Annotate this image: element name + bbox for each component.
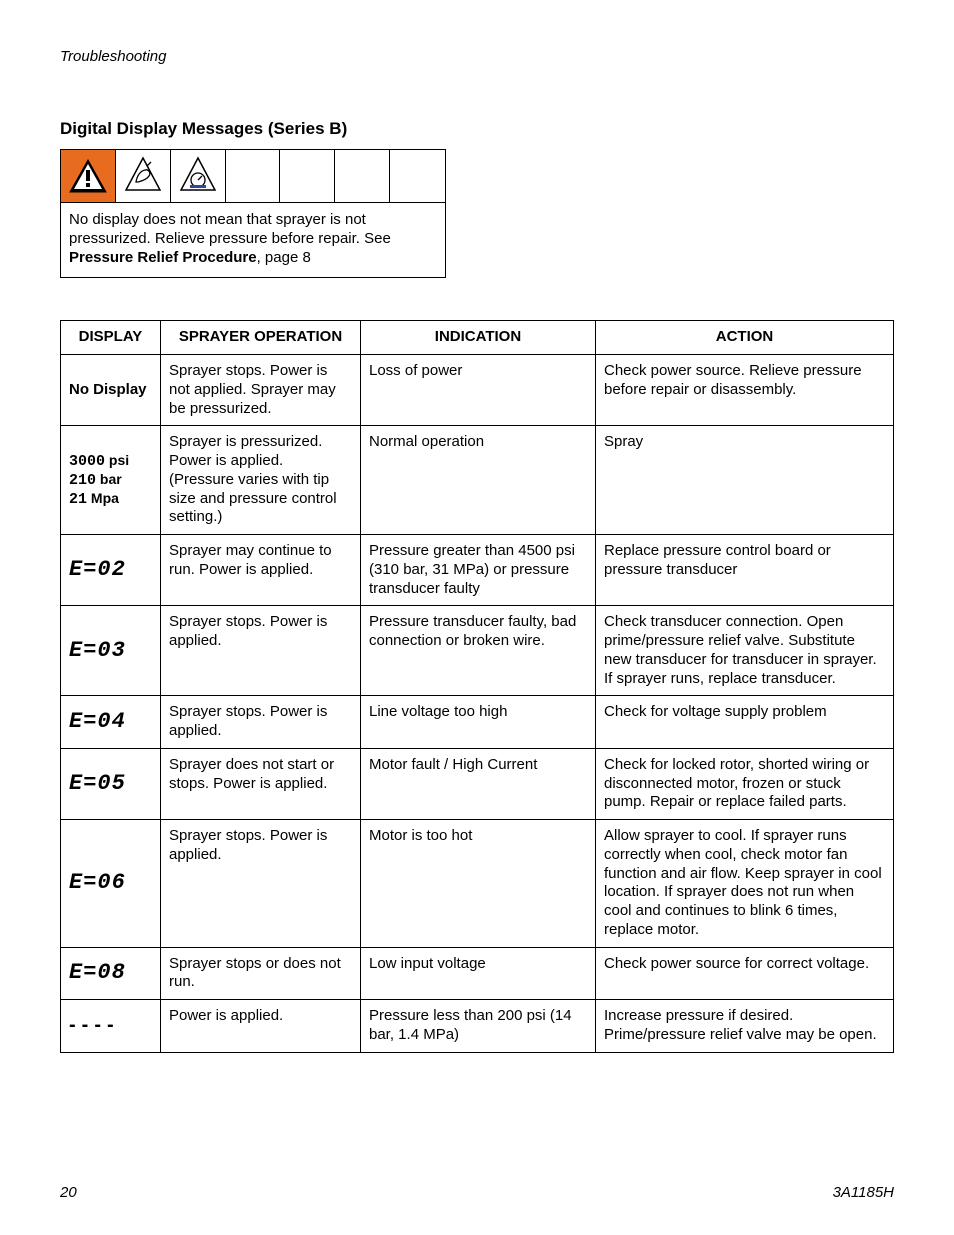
col-header-display: DISPLAY	[61, 321, 161, 355]
warning-icon-row	[61, 150, 445, 203]
action-cell: Spray	[596, 426, 894, 535]
pressure-relief-icon-cell	[171, 150, 226, 202]
display-cell: ----	[61, 1000, 161, 1053]
table-row: E=04 Sprayer stops. Power is applied.Line…	[61, 696, 894, 749]
table-header-row: DISPLAY SPRAYER OPERATION INDICATION ACT…	[61, 321, 894, 355]
action-cell: Check for voltage supply problem	[596, 696, 894, 749]
table-row: 3000 psi210 bar21 MpaSprayer is pressuri…	[61, 426, 894, 535]
display-cell: 3000 psi210 bar21 Mpa	[61, 426, 161, 535]
operation-cell: Sprayer stops. Power is applied.	[161, 696, 361, 749]
document-id: 3A1185H	[833, 1184, 894, 1201]
table-row: E=03 Sprayer stops. Power is applied.Pres…	[61, 606, 894, 696]
display-cell: E=04	[61, 696, 161, 749]
dash-code: ----	[69, 1014, 120, 1036]
error-codes-table: DISPLAY SPRAYER OPERATION INDICATION ACT…	[60, 320, 894, 1052]
seven-segment-code: E=08	[69, 960, 126, 985]
empty-icon-cell-1	[226, 150, 281, 202]
operation-cell: Sprayer stops or does not run.	[161, 947, 361, 1000]
warning-icon-cell	[61, 150, 116, 202]
action-cell: Increase pressure if desired. Prime/pres…	[596, 1000, 894, 1053]
injection-hazard-icon-cell	[116, 150, 171, 202]
display-cell: No Display	[61, 355, 161, 426]
indication-cell: Loss of power	[361, 355, 596, 426]
action-cell: Replace pressure control board or pressu…	[596, 535, 894, 606]
warning-text-tail: , page 8	[257, 249, 311, 266]
display-cell: E=03	[61, 606, 161, 696]
indication-cell: Line voltage too high	[361, 696, 596, 749]
table-row: E=06 Sprayer stops. Power is applied.Moto…	[61, 820, 894, 948]
col-header-action: ACTION	[596, 321, 894, 355]
display-cell: E=06	[61, 820, 161, 948]
warning-text-body: No display does not mean that sprayer is…	[69, 211, 391, 247]
seven-segment-code: E=04	[69, 709, 126, 734]
operation-cell: Power is applied.	[161, 1000, 361, 1053]
action-cell: Check power source. Relieve pressure bef…	[596, 355, 894, 426]
injection-hazard-icon	[122, 156, 164, 196]
psi-line: 21 Mpa	[69, 490, 152, 509]
operation-cell: Sprayer stops. Power is not applied. Spr…	[161, 355, 361, 426]
empty-icon-cell-2	[280, 150, 335, 202]
indication-cell: Motor fault / High Current	[361, 748, 596, 819]
psi-unit: Mpa	[87, 490, 119, 506]
action-cell: Check power source for correct voltage.	[596, 947, 894, 1000]
seven-segment-code: E=02	[69, 557, 126, 582]
operation-cell: Sprayer does not start or stops. Power i…	[161, 748, 361, 819]
table-row: E=02 Sprayer may continue to run. Power i…	[61, 535, 894, 606]
page: Troubleshooting Digital Display Messages…	[0, 0, 954, 1235]
empty-icon-cell-4	[390, 150, 445, 202]
section-title: Digital Display Messages (Series B)	[60, 119, 894, 139]
warning-text-bold: Pressure Relief Procedure	[69, 249, 257, 266]
indication-cell: Pressure greater than 4500 psi (310 bar,…	[361, 535, 596, 606]
psi-unit: bar	[96, 471, 122, 487]
indication-cell: Pressure transducer faulty, bad connecti…	[361, 606, 596, 696]
psi-line: 3000 psi	[69, 452, 152, 471]
psi-value: 21	[69, 491, 87, 508]
table-row: E=05 Sprayer does not start or stops. Pow…	[61, 748, 894, 819]
indication-cell: Normal operation	[361, 426, 596, 535]
operation-cell: Sprayer stops. Power is applied.	[161, 820, 361, 948]
warning-text: No display does not mean that sprayer is…	[61, 203, 445, 277]
action-cell: Check transducer connection. Open prime/…	[596, 606, 894, 696]
display-cell: E=08	[61, 947, 161, 1000]
warning-box: No display does not mean that sprayer is…	[60, 149, 446, 278]
table-row: E=08 Sprayer stops or does not run.Low in…	[61, 947, 894, 1000]
table-row: No DisplaySprayer stops. Power is not ap…	[61, 355, 894, 426]
display-cell: E=02	[61, 535, 161, 606]
indication-cell: Low input voltage	[361, 947, 596, 1000]
action-cell: Allow sprayer to cool. If sprayer runs c…	[596, 820, 894, 948]
empty-icon-cell-3	[335, 150, 390, 202]
psi-unit: psi	[105, 452, 129, 468]
psi-value: 210	[69, 472, 96, 489]
page-footer: 20 3A1185H	[60, 1184, 894, 1201]
psi-line: 210 bar	[69, 471, 152, 490]
col-header-operation: SPRAYER OPERATION	[161, 321, 361, 355]
seven-segment-code: E=03	[69, 638, 126, 663]
page-number: 20	[60, 1184, 77, 1201]
indication-cell: Motor is too hot	[361, 820, 596, 948]
indication-cell: Pressure less than 200 psi (14 bar, 1.4 …	[361, 1000, 596, 1053]
warning-triangle-icon	[67, 157, 109, 195]
operation-cell: Sprayer is pressurized. Power is applied…	[161, 426, 361, 535]
display-cell: E=05	[61, 748, 161, 819]
operation-cell: Sprayer stops. Power is applied.	[161, 606, 361, 696]
table-row: ---- Power is applied.Pressure less than …	[61, 1000, 894, 1053]
operation-cell: Sprayer may continue to run. Power is ap…	[161, 535, 361, 606]
col-header-indication: INDICATION	[361, 321, 596, 355]
pressure-relief-icon	[177, 156, 219, 196]
seven-segment-code: E=06	[69, 870, 126, 895]
psi-value: 3000	[69, 453, 105, 470]
seven-segment-code: E=05	[69, 771, 126, 796]
action-cell: Check for locked rotor, shorted wiring o…	[596, 748, 894, 819]
running-header: Troubleshooting	[60, 48, 894, 65]
table-body: No DisplaySprayer stops. Power is not ap…	[61, 355, 894, 1053]
